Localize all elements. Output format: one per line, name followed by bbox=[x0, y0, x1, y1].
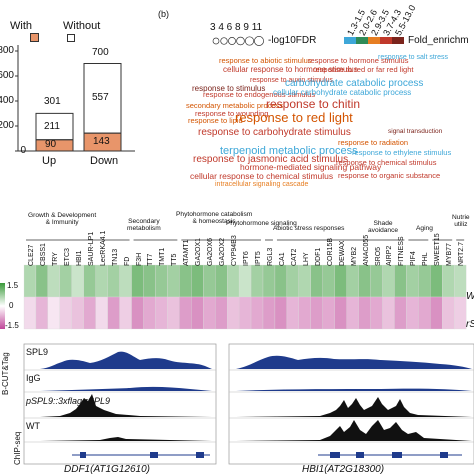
category-label: Abiotic stress responses bbox=[273, 225, 345, 232]
bar-total-label: 301 bbox=[44, 96, 61, 108]
bar-total-label: 700 bbox=[92, 46, 109, 58]
y-tick-label: 0 bbox=[20, 145, 26, 156]
go-term-word: response to stimulus bbox=[192, 84, 266, 93]
size-legend-numbers: 3 4 6 8 9 11 bbox=[210, 22, 263, 33]
track-label-igg: IgG bbox=[26, 373, 41, 383]
category-label: Secondary metabolism bbox=[127, 218, 161, 232]
go-term-word: response to wounding bbox=[195, 109, 269, 118]
y-tick-label: 200 bbox=[0, 120, 14, 131]
go-term-word: response to lipid bbox=[188, 116, 243, 125]
go-term-word: terpenoid metabolic process bbox=[220, 145, 358, 157]
category-label: Aging bbox=[416, 225, 433, 232]
legend-with-label: With bbox=[10, 20, 32, 32]
legend-without-label: Without bbox=[63, 20, 101, 32]
go-term-word: response to red or far red light bbox=[313, 65, 414, 74]
fold-legend-label: Fold_enrichm bbox=[408, 35, 469, 46]
y-tick-label: 400 bbox=[0, 95, 14, 106]
bar-category-label: Down bbox=[90, 155, 119, 167]
go-term-word: hormone-mediated signaling pathway bbox=[240, 162, 382, 172]
go-term-word: intracellular signaling cascade bbox=[215, 181, 309, 188]
y-tick-label: 800 bbox=[0, 45, 14, 56]
go-term-word: response to ethylene stimulus bbox=[352, 148, 452, 157]
right-spl9-signal bbox=[236, 355, 472, 369]
category-label: Nutrie utiliz bbox=[452, 214, 470, 228]
go-term-word: response to carbohydrate stimulus bbox=[198, 127, 351, 138]
fold-color-swatch bbox=[344, 37, 356, 44]
go-term-word: response to salt stress bbox=[378, 54, 449, 61]
left-wt-signal bbox=[40, 437, 212, 441]
scale-tick-low: -1.5 bbox=[5, 321, 19, 330]
scale-tick-mid: 0 bbox=[9, 301, 14, 310]
go-term-word: response to red light bbox=[235, 110, 353, 125]
bar-category-label: Up bbox=[42, 155, 57, 167]
go-term-word: response to auxin stimulus bbox=[250, 77, 333, 84]
left-flag-signal bbox=[40, 394, 212, 417]
go-term-word: response to abiotic stimulus bbox=[219, 56, 312, 65]
left-spl9-signal bbox=[40, 351, 212, 369]
fold-color-swatch bbox=[380, 37, 392, 44]
right-igg-signal bbox=[236, 388, 472, 391]
bar-middle-label: 211 bbox=[44, 120, 60, 132]
go-term-word: cellular carbohydrate catabolic process bbox=[273, 88, 412, 97]
category-label: Phytohormone signaling bbox=[226, 220, 297, 227]
track-label-wt: WT bbox=[26, 421, 40, 431]
panel-b-label: (b) bbox=[158, 9, 169, 19]
category-label: Growth & Development & Immunity bbox=[28, 212, 97, 226]
category-label: Shade avoidance bbox=[368, 220, 399, 234]
go-term-word: response to radiation bbox=[338, 138, 409, 147]
go-term-word: secondary metabolic process bbox=[186, 101, 284, 110]
gene-name-left: DDF1(AT1G12610) bbox=[64, 464, 150, 475]
fold-color-swatch bbox=[356, 37, 368, 44]
go-term-word: response to chitin bbox=[266, 97, 361, 111]
fold-color-swatch bbox=[392, 37, 404, 44]
fold-color-swatch bbox=[368, 37, 380, 44]
go-term-word: response to hormone stimulus bbox=[308, 56, 409, 65]
size-legend-label: -log10FDR bbox=[268, 35, 317, 46]
y-tick-label: 600 bbox=[0, 70, 14, 81]
go-term-word: response to endogenous stimulus bbox=[203, 90, 316, 99]
go-term-word: response to jasmonic acid stimulus bbox=[193, 154, 349, 165]
category-label: Phytohormone catabolism & homeostasis bbox=[176, 211, 253, 225]
track-label-flag: pSPL9::3xflag-rSPL9 bbox=[26, 396, 111, 406]
heatmap-color-scale bbox=[0, 283, 5, 329]
bar-bottom-label: 90 bbox=[45, 139, 57, 151]
bar-middle-label: 557 bbox=[92, 92, 109, 104]
right-flag-signal bbox=[236, 397, 472, 417]
bar-bottom-label: 143 bbox=[93, 136, 110, 148]
scale-tick-high: 1.5 bbox=[7, 281, 19, 290]
go-term-word: carbohydrate catabolic process bbox=[285, 78, 424, 89]
go-term-word: signal transduction bbox=[388, 128, 443, 135]
legend-with-swatch bbox=[30, 33, 39, 42]
left-igg-signal bbox=[40, 386, 212, 391]
gene-name-right: HBI1(AT2G18300) bbox=[302, 464, 385, 475]
fold-legend-bar bbox=[344, 37, 404, 44]
go-term-word: response to organic substance bbox=[338, 171, 441, 180]
go-term-word: cellular response to hormone stimulus bbox=[223, 65, 358, 74]
heatmap-cell bbox=[454, 296, 467, 330]
go-term-word: response to chemical stimulus bbox=[336, 158, 437, 167]
heatmap-row-label-2: rS bbox=[466, 319, 474, 330]
right-wt-signal bbox=[236, 420, 472, 441]
legend-without-swatch bbox=[67, 34, 75, 42]
heatmap-row-label-1: W bbox=[466, 292, 474, 302]
track-label-spl9: SPL9 bbox=[26, 347, 49, 357]
go-term-word: cellular response to chemical stimulus bbox=[190, 171, 334, 181]
